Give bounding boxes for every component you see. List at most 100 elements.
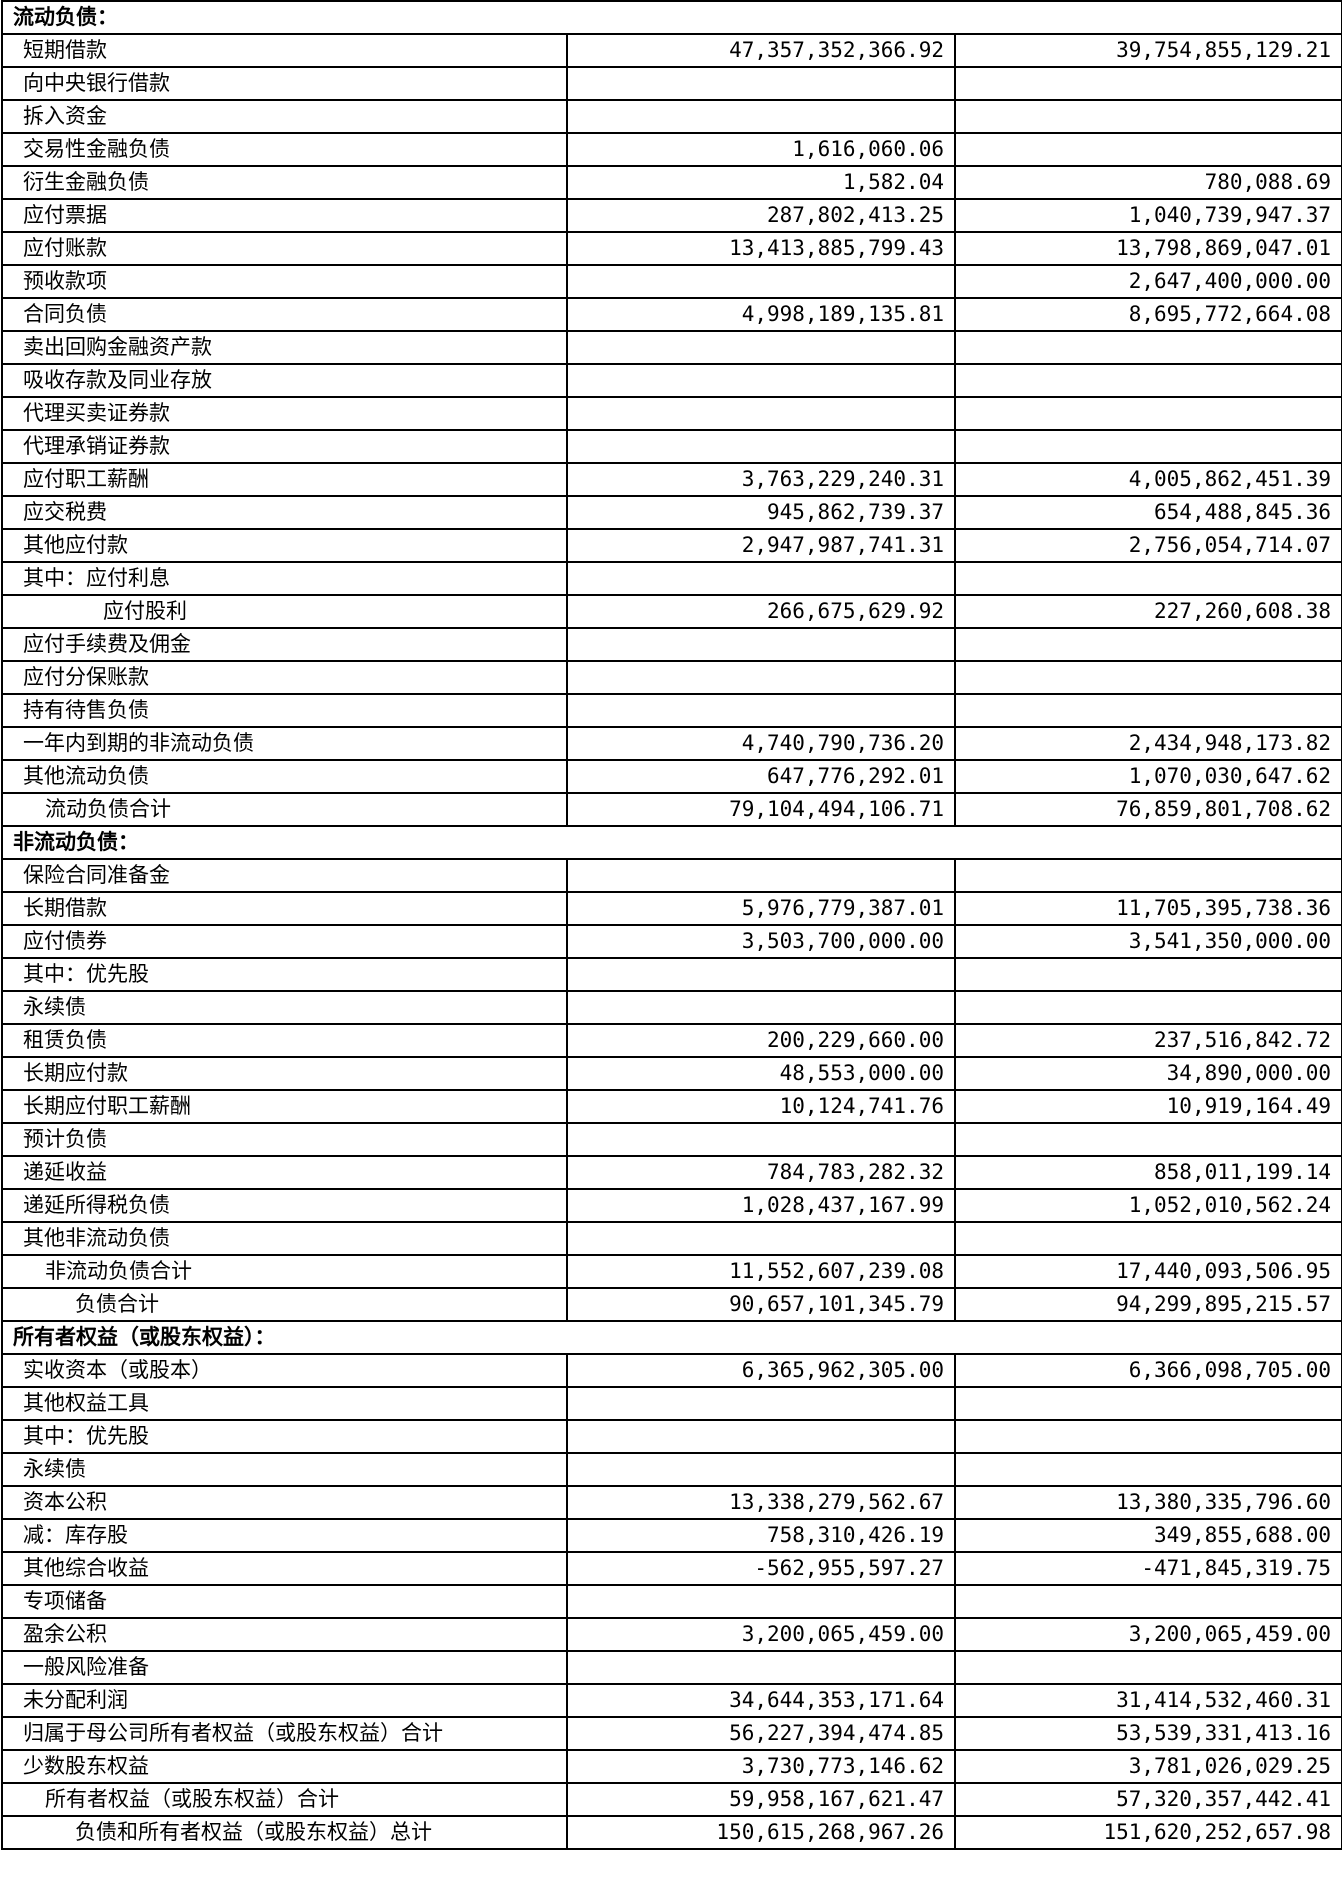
table-row: 卖出回购金融资产款 xyxy=(1,330,1342,365)
period-end-value xyxy=(566,66,956,101)
period-begin-value xyxy=(953,66,1342,101)
row-label: 少数股东权益 xyxy=(1,1749,568,1784)
row-label: 预收款项 xyxy=(1,264,568,299)
table-row: 少数股东权益 3,730,773,146.62 3,781,026,029.25 xyxy=(1,1749,1342,1784)
period-end-value: 3,503,700,000.00 xyxy=(566,924,956,959)
period-begin-value xyxy=(953,1584,1342,1619)
row-label: 应付债券 xyxy=(1,924,568,959)
table-row: 吸收存款及同业存放 xyxy=(1,363,1342,398)
row-label: 其他非流动负债 xyxy=(1,1221,568,1256)
period-end-value xyxy=(566,1419,956,1454)
table-row: 一年内到期的非流动负债 4,740,790,736.20 2,434,948,173… xyxy=(1,726,1342,761)
table-row: 流动负债合计 79,104,494,106.71 76,859,801,708.62 xyxy=(1,792,1342,827)
period-end-value: 784,783,282.32 xyxy=(566,1155,956,1190)
period-end-value: 13,413,885,799.43 xyxy=(566,231,956,266)
period-begin-value: 1,070,030,647.62 xyxy=(953,759,1342,794)
row-label: 应付职工薪酬 xyxy=(1,462,568,497)
period-begin-value: 227,260,608.38 xyxy=(953,594,1342,629)
row-label: 负债合计 xyxy=(1,1287,568,1322)
period-begin-value xyxy=(953,363,1342,398)
period-end-value: 1,028,437,167.99 xyxy=(566,1188,956,1223)
period-end-value xyxy=(566,1584,956,1619)
period-begin-value: 237,516,842.72 xyxy=(953,1023,1342,1058)
period-begin-value: 349,855,688.00 xyxy=(953,1518,1342,1553)
period-end-value xyxy=(566,627,956,662)
table-row: 资本公积 13,338,279,562.67 13,380,335,796.60 xyxy=(1,1485,1342,1520)
table-row: 其他权益工具 xyxy=(1,1386,1342,1421)
period-begin-value xyxy=(953,132,1342,167)
table-row: 持有待售负债 xyxy=(1,693,1342,728)
row-label: 永续债 xyxy=(1,990,568,1025)
row-label: 其中：优先股 xyxy=(1,957,568,992)
row-label: 减：库存股 xyxy=(1,1518,568,1553)
row-label: 其中：优先股 xyxy=(1,1419,568,1454)
table-row: 应付账款 13,413,885,799.43 13,798,869,047.01 xyxy=(1,231,1342,266)
period-begin-value: 11,705,395,738.36 xyxy=(953,891,1342,926)
row-label: 合同负债 xyxy=(1,297,568,332)
period-end-value: 1,616,060.06 xyxy=(566,132,956,167)
table-row: 永续债 xyxy=(1,1452,1342,1487)
row-label: 长期应付职工薪酬 xyxy=(1,1089,568,1124)
table-row: 永续债 xyxy=(1,990,1342,1025)
table-row: 负债和所有者权益（或股东权益）总计 150,615,268,967.26 151,6… xyxy=(1,1815,1342,1850)
row-label: 应交税费 xyxy=(1,495,568,530)
period-end-value: 4,740,790,736.20 xyxy=(566,726,956,761)
row-label: 应付账款 xyxy=(1,231,568,266)
period-end-value xyxy=(566,561,956,596)
period-end-value: 59,958,167,621.47 xyxy=(566,1782,956,1817)
period-end-value: 758,310,426.19 xyxy=(566,1518,956,1553)
section-title: 非流动负债： xyxy=(0,825,1342,860)
period-begin-value: 13,798,869,047.01 xyxy=(953,231,1342,266)
row-label: 负债和所有者权益（或股东权益）总计 xyxy=(1,1815,568,1850)
period-begin-value xyxy=(953,330,1342,365)
period-begin-value: 8,695,772,664.08 xyxy=(953,297,1342,332)
row-label: 保险合同准备金 xyxy=(1,858,568,893)
period-end-value xyxy=(566,990,956,1025)
row-label: 递延收益 xyxy=(1,1155,568,1190)
table-row: 保险合同准备金 xyxy=(1,858,1342,893)
period-begin-value xyxy=(953,1452,1342,1487)
period-begin-value xyxy=(953,990,1342,1025)
period-begin-value: 3,541,350,000.00 xyxy=(953,924,1342,959)
row-label: 代理承销证券款 xyxy=(1,429,568,464)
table-row: 所有者权益（或股东权益）合计 59,958,167,621.47 57,320,35… xyxy=(1,1782,1342,1817)
period-end-value xyxy=(566,363,956,398)
period-end-value: -562,955,597.27 xyxy=(566,1551,956,1586)
row-label: 预计负债 xyxy=(1,1122,568,1157)
row-label: 专项储备 xyxy=(1,1584,568,1619)
table-row: 应付债券 3,503,700,000.00 3,541,350,000.00 xyxy=(1,924,1342,959)
row-label: 租赁负债 xyxy=(1,1023,568,1058)
period-begin-value xyxy=(953,1650,1342,1685)
row-label: 其他综合收益 xyxy=(1,1551,568,1586)
row-label: 永续债 xyxy=(1,1452,568,1487)
period-end-value: 5,976,779,387.01 xyxy=(566,891,956,926)
section-title: 流动负债： xyxy=(0,0,1342,35)
period-end-value: 200,229,660.00 xyxy=(566,1023,956,1058)
row-label: 向中央银行借款 xyxy=(1,66,568,101)
period-begin-value: 3,200,065,459.00 xyxy=(953,1617,1342,1652)
period-begin-value: 780,088.69 xyxy=(953,165,1342,200)
period-end-value: 287,802,413.25 xyxy=(566,198,956,233)
table-row: 实收资本（或股本） 6,365,962,305.00 6,366,098,705.0… xyxy=(1,1353,1342,1388)
period-end-value xyxy=(566,429,956,464)
row-label: 衍生金融负债 xyxy=(1,165,568,200)
period-end-value xyxy=(566,1221,956,1256)
period-begin-value: 17,440,093,506.95 xyxy=(953,1254,1342,1289)
period-end-value: 47,357,352,366.92 xyxy=(566,33,956,68)
row-label: 非流动负债合计 xyxy=(1,1254,568,1289)
period-begin-value: 3,781,026,029.25 xyxy=(953,1749,1342,1784)
table-row: 应付手续费及佣金 xyxy=(1,627,1342,662)
table-row: 长期借款 5,976,779,387.01 11,705,395,738.36 xyxy=(1,891,1342,926)
section-header-row: 非流动负债： xyxy=(0,825,1342,860)
section-title: 所有者权益（或股东权益）： xyxy=(0,1320,1342,1355)
period-end-value xyxy=(566,957,956,992)
period-begin-value: 39,754,855,129.21 xyxy=(953,33,1342,68)
period-begin-value: 34,890,000.00 xyxy=(953,1056,1342,1091)
table-row: 专项储备 xyxy=(1,1584,1342,1619)
row-label: 流动负债合计 xyxy=(1,792,568,827)
table-row: 其他综合收益 -562,955,597.27 -471,845,319.75 xyxy=(1,1551,1342,1586)
period-begin-value xyxy=(953,957,1342,992)
period-end-value: 1,582.04 xyxy=(566,165,956,200)
row-label: 递延所得税负债 xyxy=(1,1188,568,1223)
table-row: 向中央银行借款 xyxy=(1,66,1342,101)
